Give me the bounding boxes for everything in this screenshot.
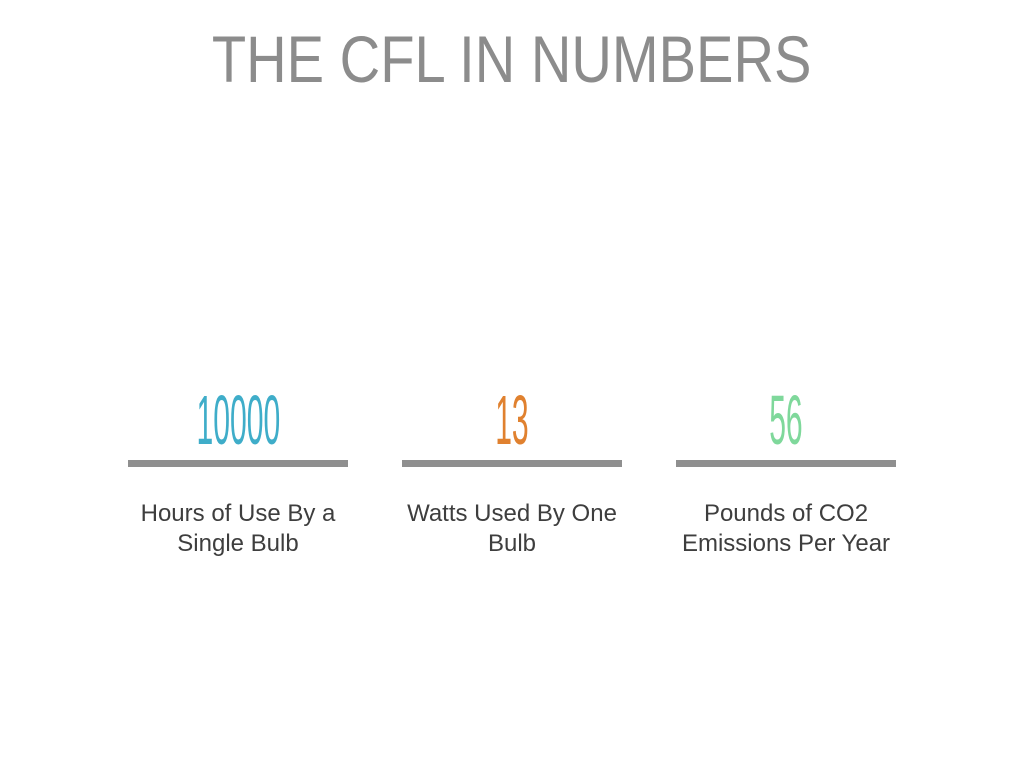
slide-title-text: THE CFL IN NUMBERS <box>212 22 812 96</box>
stat-value: 10000 <box>128 384 348 456</box>
stat-caption: Watts Used By One Bulb <box>402 499 622 559</box>
stat-value-text: 10000 <box>196 381 280 459</box>
stat-column-watts: 13 Watts Used By One Bulb <box>402 384 622 559</box>
stat-caption-line: Bulb <box>487 530 537 557</box>
stat-caption-line: Watts Used By One <box>407 500 617 527</box>
stat-value-text: 13 <box>495 381 529 459</box>
stat-divider <box>402 460 622 467</box>
stat-value: 13 <box>402 384 622 456</box>
stat-caption-line: Single Bulb <box>177 530 299 557</box>
stat-caption: Hours of Use By a Single Bulb <box>128 499 348 559</box>
stat-caption: Pounds of CO2 Emissions Per Year <box>676 499 896 559</box>
stat-column-co2: 56 Pounds of CO2 Emissions Per Year <box>676 384 896 559</box>
stats-row: 10000 Hours of Use By a Single Bulb 13 W… <box>0 384 1024 559</box>
stat-value: 56 <box>676 384 896 456</box>
stat-value-text: 56 <box>769 381 803 459</box>
stat-caption-line: Pounds of CO2 <box>703 500 869 527</box>
slide-title: THE CFL IN NUMBERS <box>0 26 1024 92</box>
stat-caption-line: Emissions Per Year <box>681 530 891 557</box>
stat-divider <box>676 460 896 467</box>
stat-caption-line: Hours of Use By a <box>140 500 336 527</box>
stat-divider <box>128 460 348 467</box>
stat-column-hours: 10000 Hours of Use By a Single Bulb <box>128 384 348 559</box>
